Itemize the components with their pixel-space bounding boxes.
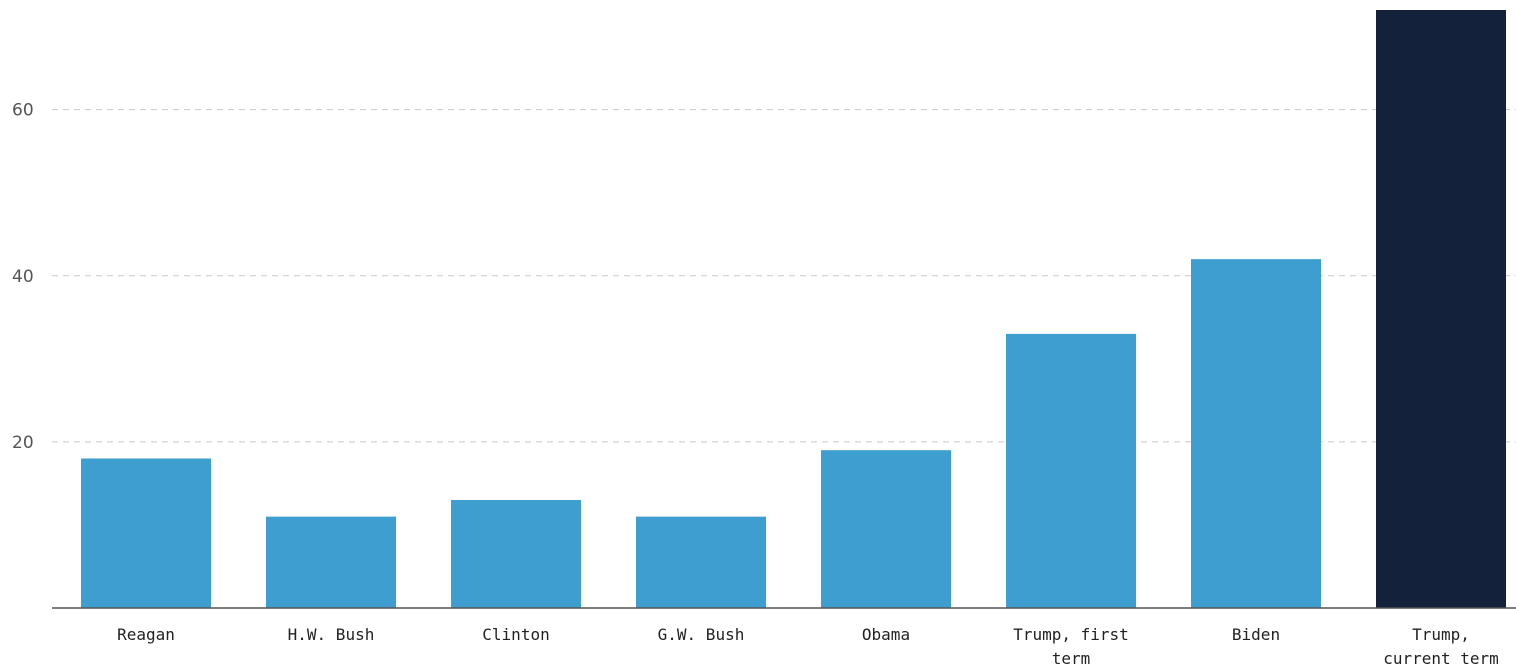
bar-h-w-bush [266,516,396,608]
x-tick-label: Trump, current term [1383,625,1499,668]
x-tick-label: G.W. Bush [658,625,745,644]
bar-trump-first-term [1006,333,1136,608]
y-tick-label: 20 [12,433,34,453]
x-tick-label: Clinton [482,625,549,644]
bar-reagan [81,458,211,608]
bar-g-w-bush [636,516,766,608]
x-tick-label: Obama [862,625,910,644]
x-tick-label: H.W. Bush [288,625,375,644]
x-tick-label: Trump, first term [1013,625,1129,668]
y-tick-label: 40 [12,267,34,287]
x-tick-label: Biden [1232,625,1280,644]
y-axis-ticks: 20 40 60 [12,101,34,453]
y-tick-label: 60 [12,101,34,121]
x-axis-labels: Reagan H.W. Bush Clinton G.W. Bush Obama Trum… [117,625,1499,668]
gridlines [52,109,1516,443]
bar-clinton [451,500,581,608]
bar-biden [1191,259,1321,608]
bars [81,10,1506,608]
bar-obama [821,450,951,608]
bar-trump-current-term [1376,10,1506,608]
x-tick-label: Reagan [117,625,175,644]
